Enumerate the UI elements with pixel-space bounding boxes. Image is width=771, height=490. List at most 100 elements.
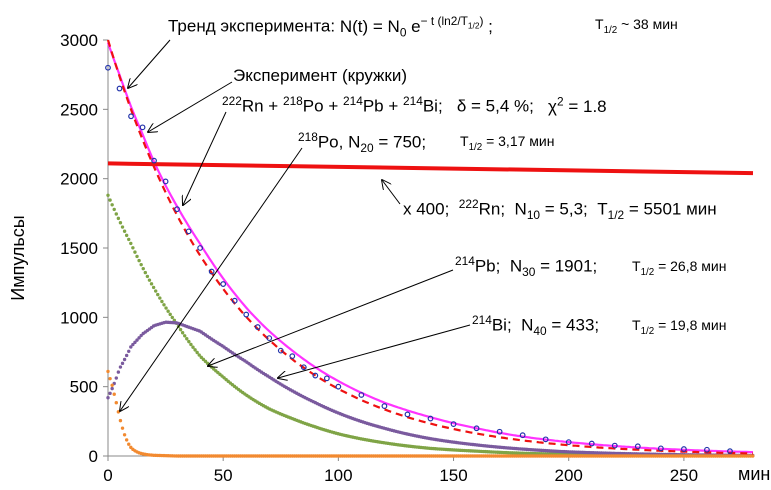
series-point [751, 454, 755, 458]
series-point [147, 278, 152, 282]
series-point [133, 250, 137, 254]
experiment-point [323, 375, 330, 382]
experiment-point [565, 439, 572, 446]
series-point [110, 386, 114, 391]
bi214-arrow [278, 324, 471, 378]
series-point [158, 296, 162, 300]
x-tick-label: 100 [324, 466, 352, 485]
series-point [129, 241, 133, 246]
experiment-point [519, 432, 526, 439]
series-point [114, 376, 118, 380]
bi214-halflife: T1/2 = 19,8 мин [632, 317, 727, 337]
experiment-point [427, 415, 434, 422]
series-point [120, 426, 125, 430]
series-point [168, 312, 172, 317]
experiment-point [335, 383, 342, 390]
po218-annotation: 218Po, N20 = 750; [298, 130, 427, 156]
experiment-point [704, 446, 710, 453]
experiment-point [496, 428, 503, 435]
series-point [193, 348, 197, 352]
series-point [131, 246, 135, 250]
series-point [160, 299, 164, 304]
experiment-point [404, 411, 411, 418]
experiment-point [588, 440, 595, 447]
series-point [112, 392, 116, 396]
sum-fit-line [106, 42, 753, 454]
series-point [124, 438, 129, 442]
series-point [127, 442, 131, 446]
x-tick-label: 200 [555, 466, 583, 485]
experiment-point [634, 443, 641, 450]
experiment-point [381, 403, 388, 409]
series-point [156, 292, 160, 297]
experiment-point [277, 347, 284, 354]
y-tick-label: 2500 [60, 100, 98, 119]
experiment-point [680, 446, 687, 452]
series-point [116, 410, 121, 414]
series-point [166, 309, 170, 313]
experiment-point [611, 442, 618, 449]
experiment-point [151, 157, 157, 164]
annotation-arrows [120, 39, 471, 411]
experiment-arrow [148, 81, 233, 132]
series-point [131, 342, 135, 347]
series-point [183, 334, 187, 338]
series-point [195, 350, 199, 355]
trend-label: Тренд эксперимента: [168, 16, 336, 36]
po218-arrow [120, 147, 303, 411]
series-point [122, 229, 127, 233]
experiment-point [105, 64, 111, 71]
y-tick-label: 1000 [60, 308, 98, 327]
series-point [172, 318, 177, 323]
experiment-point [231, 297, 238, 304]
y-tick-label: 500 [70, 378, 98, 397]
experiment-annotation: Эксперимент (кружки) [233, 66, 408, 85]
series-point [118, 221, 123, 225]
experiment-point [197, 245, 204, 251]
experiment-point [162, 178, 169, 185]
series-layer [105, 39, 755, 458]
series-point [141, 266, 145, 271]
series-point [108, 391, 112, 396]
trend-halflife: T1/2 ~ 38 мин [595, 16, 678, 36]
experiment-point [220, 281, 227, 287]
y-tick-label: 2000 [60, 170, 98, 189]
experiment-point [174, 206, 181, 213]
series-point [110, 383, 114, 387]
series-point [116, 216, 121, 221]
pb214-halflife: T1/2 = 26,8 мин [632, 258, 727, 278]
x-tick-label: 50 [214, 466, 233, 485]
series-point [124, 353, 129, 358]
series-point [112, 207, 116, 212]
series-point [137, 258, 141, 263]
experiment-point [254, 324, 261, 330]
experiment-point [128, 113, 134, 120]
axes: 0 500 1000 1500 2000 2500 3000 0 50 100 150 200 250 [60, 31, 753, 485]
series-point [122, 433, 127, 437]
series-point [106, 396, 110, 400]
experiment-point [300, 364, 307, 371]
series-point [114, 400, 118, 405]
series-point [120, 225, 125, 229]
series-point [189, 342, 193, 347]
series-point [135, 338, 139, 342]
rn222-arrow [382, 180, 401, 205]
series-point [116, 370, 121, 374]
series-point [191, 345, 195, 349]
series-point [120, 361, 125, 366]
series-point [151, 285, 156, 290]
series-point [164, 306, 168, 310]
series-point [187, 339, 191, 344]
series-point [108, 198, 112, 202]
experiment-point [542, 436, 549, 443]
series-point [139, 333, 143, 338]
sum-annotation: 222Rn + 218Po + 214Pb + 214Bi; δ = 5,4 %… [222, 94, 607, 116]
experiment-point [450, 421, 457, 428]
sum-arrow [183, 111, 227, 205]
trend-dashed-line [106, 39, 754, 455]
experiment-point [312, 372, 319, 379]
rn222-annotation: x 400; 222Rn; N10 = 5,3; T1/2 = 5501 мин [403, 197, 717, 223]
series-point [178, 327, 183, 332]
series-point [124, 233, 129, 238]
series-point [137, 336, 141, 340]
